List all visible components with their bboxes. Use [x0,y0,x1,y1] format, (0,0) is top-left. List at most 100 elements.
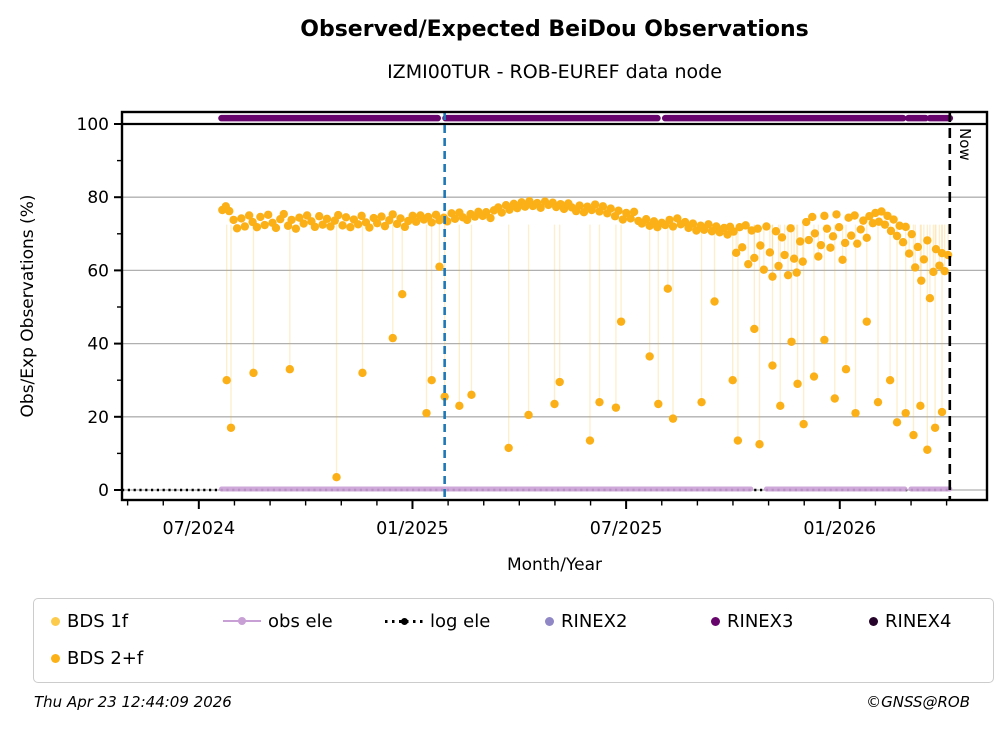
y-tick-label: 40 [87,335,109,355]
data-point [629,207,639,217]
data-point [427,376,436,385]
legend-item-bds-2-f: BDS 2+f [51,645,143,671]
data-point [225,206,234,216]
x-tick-label: 01/2025 [376,519,449,539]
data-point [841,365,851,374]
data-point [645,352,654,361]
data-point [862,233,871,243]
data-point [792,268,801,277]
data-point [481,208,491,217]
legend-item-rinex2: RINEX2 [545,608,627,634]
data-point [377,212,386,221]
data-point [411,217,421,226]
legend-item-rinex3: RINEX3 [711,608,793,634]
data-point [291,224,301,233]
obs-ele-marker-icon [223,616,261,626]
data-point [728,376,737,385]
data-point [550,399,559,409]
data-point [440,392,449,401]
data-point [318,220,327,229]
data-point [799,419,808,429]
data-point [783,270,793,280]
data-point [263,210,273,219]
legend-label: RINEX2 [561,610,628,632]
data-point [820,335,829,345]
data-point [913,242,922,252]
data-point [795,237,805,246]
chart-legend: BDS 1f obs ele log ele RINEX2 RINEX3 RINEX4 BD… [33,598,994,683]
x-tick-label: 07/2024 [162,519,235,539]
data-point [856,225,865,234]
data-point [804,235,814,245]
data-point [455,401,464,411]
data-point [710,297,719,306]
data-point [388,210,397,219]
data-point [398,289,407,299]
data-point [422,408,431,418]
data-point [851,408,860,418]
data-point [853,239,862,248]
data-point [731,248,741,258]
data-point [365,223,374,232]
data-point [614,206,623,215]
legend-item-log-ele: log ele [385,608,490,634]
data-point [904,249,914,258]
data-point [326,222,335,231]
data-point [930,423,940,432]
data-point [909,430,918,440]
data-point [877,207,886,216]
data-point [668,414,678,423]
data-point [641,214,651,224]
data-point [229,215,238,225]
data-point [935,261,944,270]
data-point [808,212,817,222]
data-point [295,213,304,222]
data-point [923,445,932,454]
data-point [450,214,460,223]
data-point [232,224,242,233]
data-point [357,211,366,221]
data-point [862,317,871,326]
legend-item-obs-ele: obs ele [223,608,333,634]
data-point [654,399,663,409]
data-point [697,397,706,407]
data-point [287,215,296,225]
data-point [940,266,949,276]
data-point [828,232,838,241]
data-point [237,214,246,223]
data-point [883,211,892,221]
chart-title: Observed/Expected BeiDou Observations [300,17,809,42]
data-point [626,214,635,223]
data-point [353,220,363,229]
legend-label: obs ele [268,610,333,632]
data-point [733,436,743,445]
data-point [315,212,324,221]
data-point [901,222,910,232]
data-point [826,243,835,252]
chart-subtitle: IZMI00TUR - ROB-EUREF data node [387,61,722,83]
data-point [789,254,799,263]
data-point [688,219,698,228]
data-point [840,238,850,248]
data-point [798,257,807,266]
data-point [271,223,281,233]
data-point [768,272,777,281]
data-point [668,222,678,231]
data-point [768,361,777,370]
data-point [310,222,320,232]
data-point [575,201,584,210]
data-point [338,221,347,230]
data-point [814,252,823,261]
data-point [744,259,753,269]
y-tick-label: 0 [98,481,109,501]
data-point [809,372,819,381]
data-point [750,253,759,263]
data-point [226,423,236,432]
x-tick-label: 01/2026 [803,519,876,539]
data-point [892,418,902,427]
data-point [435,262,444,271]
data-point [925,294,935,303]
data-point [504,443,513,453]
legend-label: BDS 2+f [67,647,144,669]
